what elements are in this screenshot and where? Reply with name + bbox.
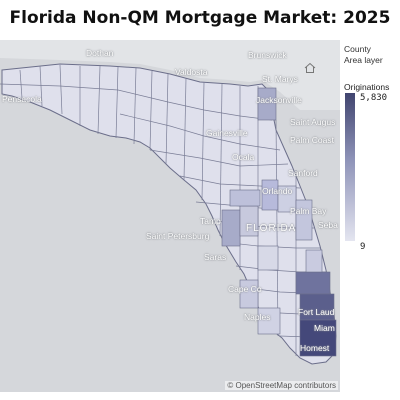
place-homestead: Homest bbox=[300, 343, 330, 353]
florida-shape bbox=[1, 63, 337, 365]
place-tampa: Tamp bbox=[200, 216, 221, 226]
legend-layer-type: Area layer bbox=[344, 55, 383, 65]
legend-color-ramp bbox=[345, 93, 355, 241]
page-title: Florida Non-QM Mortgage Market: 2025 bbox=[9, 8, 391, 28]
legend-layer: County Area layer bbox=[344, 44, 400, 66]
legend-measure: Originations bbox=[344, 82, 390, 92]
map-canvas[interactable]: Dothan Brunswick Valdosta St. Marys Pens… bbox=[0, 40, 340, 392]
place-valdosta: Valdosta bbox=[175, 67, 208, 77]
place-brunswick: Brunswick bbox=[248, 50, 287, 60]
place-sebastian: Seba bbox=[318, 220, 338, 230]
home-icon bbox=[304, 62, 316, 73]
place-cape-coral: Cape Co bbox=[228, 284, 262, 294]
place-naples: Naples bbox=[244, 312, 271, 322]
place-florida: FLORIDA bbox=[246, 223, 297, 234]
place-ocala: Ocala bbox=[232, 152, 255, 162]
home-button[interactable] bbox=[304, 62, 318, 76]
place-palm-coast: Palm Coast bbox=[290, 135, 334, 145]
place-sanford: Sanford bbox=[288, 168, 318, 178]
place-saint-petersburg: Saint Petersburg bbox=[146, 231, 210, 241]
place-gainesville: Gainesville bbox=[206, 128, 248, 138]
legend-layer-name: County bbox=[344, 44, 371, 54]
place-palm-bay: Palm Bay bbox=[290, 206, 327, 216]
place-saint-augustine: Saint Augus bbox=[290, 117, 336, 127]
legend-max-value: 5,830 bbox=[360, 93, 388, 103]
place-jacksonville: Jacksonville bbox=[256, 95, 302, 105]
place-orlando: Orlando bbox=[262, 186, 293, 196]
neighbor-land bbox=[0, 40, 340, 110]
legend-min-value: 9 bbox=[360, 242, 366, 252]
map-attribution[interactable]: © OpenStreetMap contributors bbox=[225, 381, 338, 390]
map-svg bbox=[0, 40, 340, 365]
place-dothan: Dothan bbox=[86, 48, 114, 58]
place-miami: Miam bbox=[314, 323, 335, 333]
place-fort-lauderdale: Fort Laud bbox=[298, 307, 335, 317]
place-pensacola: Pensacola bbox=[2, 94, 42, 104]
place-sarasota: Saras bbox=[204, 252, 227, 262]
choropleth-counties bbox=[221, 87, 337, 357]
place-st-marys: St. Marys bbox=[262, 74, 298, 84]
